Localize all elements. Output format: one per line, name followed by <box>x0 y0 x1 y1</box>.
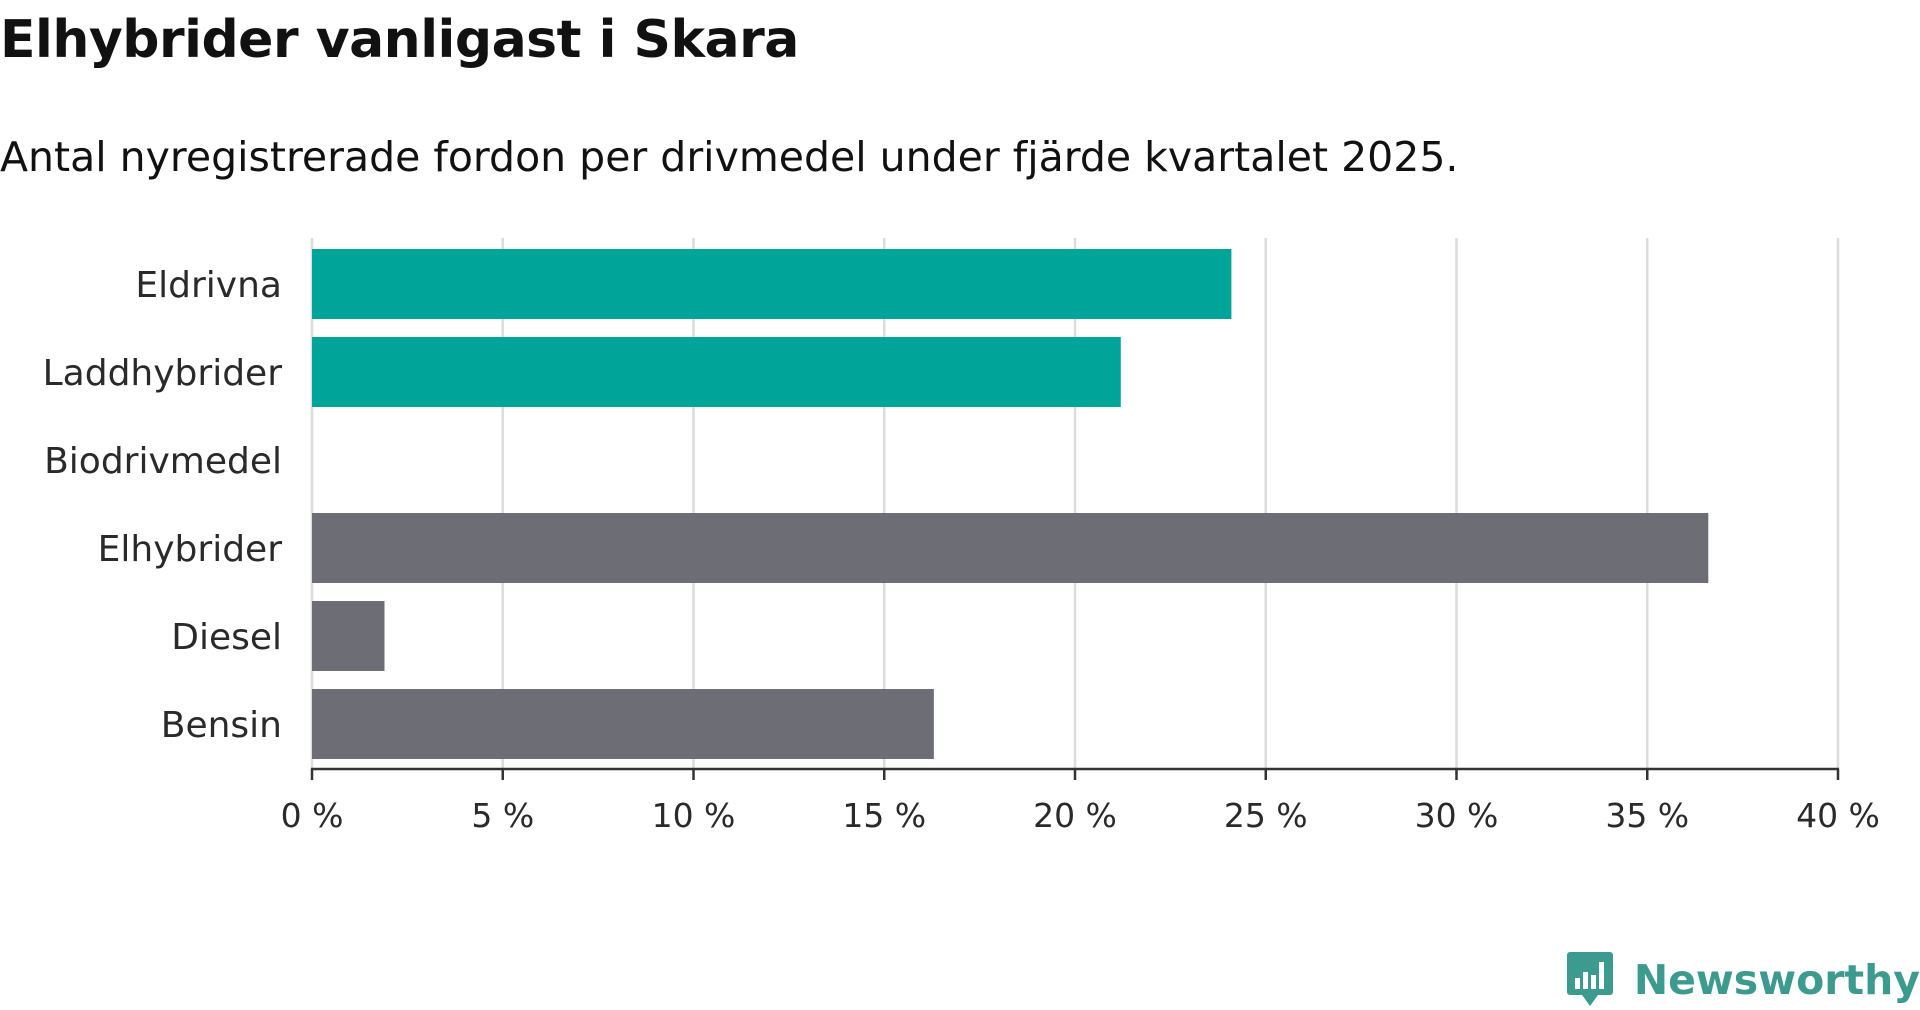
x-axis: 0 % 5 % 10 % 15 % 20 % 25 % 30 % 35 % 40 % <box>281 767 1880 835</box>
category-label: Bensin <box>161 705 282 746</box>
x-tick-label: 25 % <box>1224 796 1308 835</box>
chart-title: Elhybrider vanligast i Skara <box>0 10 799 70</box>
x-tick-label: 30 % <box>1415 796 1499 835</box>
x-tick-label: 0 % <box>281 796 344 835</box>
x-tick-label: 35 % <box>1605 796 1689 835</box>
category-label: Eldrivna <box>135 265 282 306</box>
bar-laddhybrider <box>312 337 1121 407</box>
brand-name: Newsworthy <box>1633 956 1920 1004</box>
brand: Newsworthy <box>1566 948 1920 1010</box>
x-tick-label: 40 % <box>1796 796 1880 835</box>
category-label: Elhybrider <box>98 529 283 570</box>
category-label: Diesel <box>171 617 282 658</box>
x-tick-label: 10 % <box>652 796 736 835</box>
category-label: Laddhybrider <box>43 353 283 394</box>
category-labels: Eldrivna Laddhybrider Biodrivmedel Elhybrid… <box>43 265 283 746</box>
bars <box>312 249 1709 759</box>
x-tick-label: 20 % <box>1033 796 1117 835</box>
category-label: Biodrivmedel <box>44 441 282 482</box>
bar-bensin <box>312 689 934 759</box>
gridlines <box>310 238 1840 769</box>
bar-eldrivna <box>312 249 1232 319</box>
newsworthy-logo-icon <box>1566 952 1613 1006</box>
x-tick-label: 5 % <box>471 796 534 835</box>
bar-elhybrider <box>312 513 1709 583</box>
x-tick-label: 15 % <box>842 796 926 835</box>
bar-diesel <box>312 601 385 671</box>
chart-subtitle: Antal nyregistrerade fordon per drivmede… <box>0 133 1459 181</box>
